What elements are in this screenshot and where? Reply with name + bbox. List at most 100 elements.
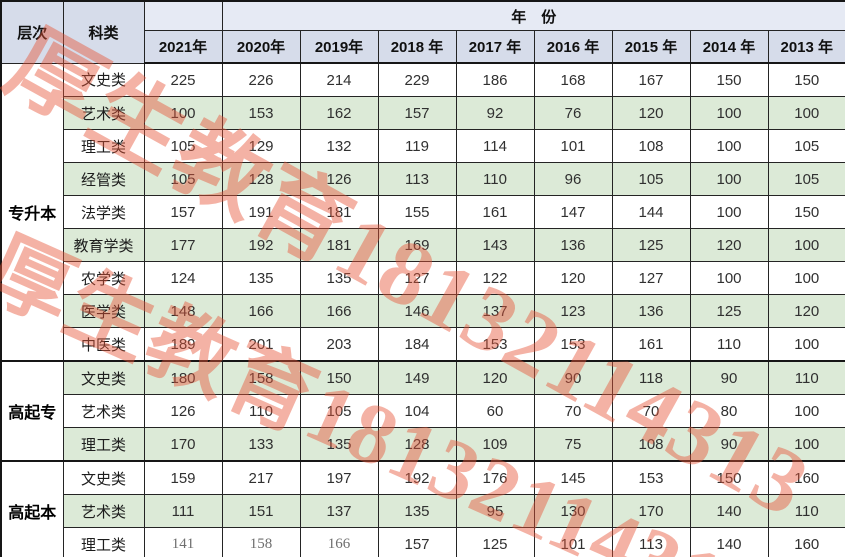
score-cell: 125 bbox=[689, 294, 769, 328]
score-cell: 153 bbox=[221, 96, 301, 130]
score-cell: 132 bbox=[299, 129, 379, 163]
table-row: 专升本 文史类 225 226 214 229 186 168 167 150 150 bbox=[0, 62, 845, 362]
score-cell: 119 bbox=[377, 129, 457, 163]
score-cell: 161 bbox=[455, 195, 535, 229]
score-cell: 140 bbox=[689, 527, 769, 557]
category-cell: 中医类 bbox=[62, 327, 145, 362]
score-cell: 128 bbox=[221, 162, 301, 196]
score-cell: 114 bbox=[455, 129, 535, 163]
score-cell: 161 bbox=[611, 327, 691, 362]
table-row: 医学类 148 166 166 146 137 123 136 125 120 bbox=[1, 294, 845, 328]
score-cell: 100 bbox=[767, 228, 845, 262]
category-cell: 文史类 bbox=[62, 62, 145, 97]
score-cell: 113 bbox=[611, 527, 691, 557]
table-row: 理工类 105 129 132 119 114 101 108 100 105 bbox=[1, 129, 845, 163]
score-cell: 60 bbox=[455, 394, 535, 428]
table-row: 农学类 124 135 135 127 122 120 127 100 100 bbox=[1, 261, 845, 295]
table-row: 艺术类 111 151 137 135 95 130 170 140 110 bbox=[1, 494, 845, 528]
table-row: 理工类 141 158 166 157 125 101 113 140 160 bbox=[1, 527, 845, 557]
score-cell: 90 bbox=[689, 427, 769, 462]
score-cell: 100 bbox=[767, 427, 845, 462]
category-cell: 艺术类 bbox=[62, 494, 145, 528]
header-row-top: 层次 科类 年 份 bbox=[0, 0, 845, 64]
score-cell: 166 bbox=[221, 294, 301, 328]
score-cell: 197 bbox=[299, 460, 379, 495]
header-empty-cell bbox=[143, 0, 223, 31]
table-row: 艺术类 126 110 105 104 60 70 70 80 100 bbox=[1, 394, 845, 428]
score-cell: 100 bbox=[767, 261, 845, 295]
table-body: 专升本 文史类 225 226 214 229 186 168 167 150 150 艺术类 100 1… bbox=[0, 62, 845, 557]
score-cell: 157 bbox=[143, 195, 223, 229]
score-cell: 159 bbox=[143, 460, 223, 495]
score-cell: 225 bbox=[143, 62, 223, 97]
score-cell: 118 bbox=[611, 360, 691, 395]
level-cell: 高起专 bbox=[0, 360, 64, 462]
score-cell: 100 bbox=[689, 129, 769, 163]
score-cell: 105 bbox=[143, 129, 223, 163]
score-cell: 150 bbox=[767, 62, 845, 97]
score-cell: 127 bbox=[377, 261, 457, 295]
score-cell: 146 bbox=[377, 294, 457, 328]
score-cell: 130 bbox=[533, 494, 613, 528]
score-cell: 120 bbox=[533, 261, 613, 295]
table-row: 法学类 157 191 181 155 161 147 144 100 150 bbox=[1, 195, 845, 229]
category-cell: 理工类 bbox=[62, 129, 145, 163]
level-column-header: 层次 bbox=[0, 0, 64, 64]
score-cell: 155 bbox=[377, 195, 457, 229]
score-cell: 150 bbox=[767, 195, 845, 229]
score-cell: 120 bbox=[611, 96, 691, 130]
score-cell: 120 bbox=[455, 360, 535, 395]
score-cell: 140 bbox=[689, 494, 769, 528]
score-cell: 110 bbox=[767, 360, 845, 395]
score-cell: 100 bbox=[689, 195, 769, 229]
score-cell: 153 bbox=[611, 460, 691, 495]
level-cell: 专升本 bbox=[0, 62, 64, 362]
score-cell: 95 bbox=[455, 494, 535, 528]
score-cell: 176 bbox=[455, 460, 535, 495]
table-row: 高起本 文史类 159 217 197 192 176 145 153 150 160 bbox=[0, 460, 845, 557]
score-cell: 181 bbox=[299, 228, 379, 262]
score-cell: 101 bbox=[533, 129, 613, 163]
score-cell: 70 bbox=[611, 394, 691, 428]
score-cell: 158 bbox=[221, 527, 301, 557]
score-cell: 226 bbox=[221, 62, 301, 97]
score-cell: 110 bbox=[221, 394, 301, 428]
score-cell: 105 bbox=[767, 162, 845, 196]
score-cell: 153 bbox=[455, 327, 535, 362]
score-cell: 100 bbox=[143, 96, 223, 130]
score-cell: 177 bbox=[143, 228, 223, 262]
score-cell: 126 bbox=[299, 162, 379, 196]
score-cell: 135 bbox=[299, 427, 379, 462]
category-cell: 教育学类 bbox=[62, 228, 145, 262]
score-cell: 192 bbox=[221, 228, 301, 262]
score-cell: 153 bbox=[533, 327, 613, 362]
year-header: 2015 年 bbox=[611, 30, 691, 64]
score-cell: 124 bbox=[143, 261, 223, 295]
score-cell: 100 bbox=[767, 96, 845, 130]
score-cell: 75 bbox=[533, 427, 613, 462]
score-cell: 122 bbox=[455, 261, 535, 295]
score-cell: 192 bbox=[377, 460, 457, 495]
score-cell: 157 bbox=[377, 96, 457, 130]
year-header: 2021年 bbox=[143, 30, 223, 64]
score-cell: 126 bbox=[143, 394, 223, 428]
score-cell: 145 bbox=[533, 460, 613, 495]
score-cell: 111 bbox=[143, 494, 223, 528]
score-cell: 169 bbox=[377, 228, 457, 262]
score-cell: 144 bbox=[611, 195, 691, 229]
table-row: 理工类 170 133 135 128 109 75 108 90 100 bbox=[1, 427, 845, 462]
score-cell: 135 bbox=[221, 261, 301, 295]
score-cell: 104 bbox=[377, 394, 457, 428]
category-cell: 农学类 bbox=[62, 261, 145, 295]
score-cell: 113 bbox=[377, 162, 457, 196]
score-cell: 135 bbox=[299, 261, 379, 295]
score-cell: 80 bbox=[689, 394, 769, 428]
score-cell: 128 bbox=[377, 427, 457, 462]
table-row: 艺术类 100 153 162 157 92 76 120 100 100 bbox=[1, 96, 845, 130]
table-row: 高起专 文史类 180 158 150 149 120 90 118 90 110 bbox=[0, 360, 845, 462]
score-cell: 214 bbox=[299, 62, 379, 97]
level-cell: 高起本 bbox=[0, 460, 64, 557]
score-cell: 150 bbox=[689, 62, 769, 97]
